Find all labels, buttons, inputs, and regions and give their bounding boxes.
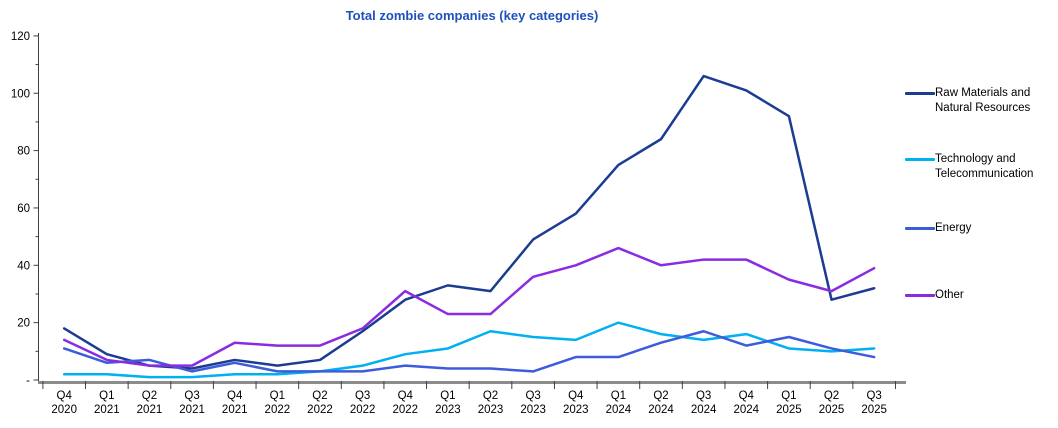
x-axis-category-label: Q4 2023 bbox=[563, 390, 589, 416]
x-axis-category-label: Q2 2022 bbox=[307, 390, 333, 416]
legend-label-technology: Technology and Telecommunication bbox=[935, 153, 1034, 180]
technology-line-swatch bbox=[905, 158, 935, 161]
y-axis-tick-label: 100 bbox=[11, 88, 30, 100]
x-axis-category-label: Q2 2021 bbox=[137, 390, 163, 416]
x-axis-category-label: Q3 2022 bbox=[350, 390, 376, 416]
x-axis-category-label: Q4 2021 bbox=[222, 390, 248, 416]
legend-label-other: Other bbox=[935, 289, 964, 301]
chart-legend: Raw Materials and Natural Resources Tech… bbox=[905, 0, 1058, 428]
x-axis-category-label: Q2 2025 bbox=[819, 390, 845, 416]
y-axis-tick-label: 20 bbox=[17, 318, 30, 330]
legend-label-energy: Energy bbox=[935, 222, 972, 234]
y-axis-tick-label: - bbox=[26, 375, 30, 387]
other-line-swatch bbox=[905, 294, 935, 297]
x-axis-category-label: Q1 2024 bbox=[606, 390, 632, 416]
x-axis-category-label: Q4 2024 bbox=[733, 390, 759, 416]
x-axis-category-label: Q4 2022 bbox=[392, 390, 418, 416]
x-axis-category-label: Q3 2024 bbox=[691, 390, 717, 416]
x-axis-category-label: Q1 2021 bbox=[94, 390, 120, 416]
x-axis-category-label: Q4 2020 bbox=[51, 390, 77, 416]
x-axis-category-label: Q2 2023 bbox=[478, 390, 504, 416]
energy-line-swatch bbox=[905, 227, 935, 230]
x-axis-category-label: Q1 2025 bbox=[776, 390, 802, 416]
y-axis-tick-label: 60 bbox=[17, 203, 30, 215]
legend-label-raw-materials: Raw Materials and Natural Resources bbox=[935, 87, 1031, 114]
x-axis-category-label: Q1 2023 bbox=[435, 390, 461, 416]
series-line-other bbox=[62, 246, 876, 367]
x-axis-category-label: Q2 2024 bbox=[648, 390, 674, 416]
legend-item-technology: Technology and Telecommunication bbox=[905, 152, 1057, 182]
series-line-energy bbox=[62, 330, 876, 373]
y-axis-tick-label: 80 bbox=[17, 146, 30, 158]
x-axis-category-label: Q3 2025 bbox=[861, 390, 887, 416]
legend-item-raw-materials: Raw Materials and Natural Resources bbox=[905, 86, 1057, 116]
legend-item-energy: Energy bbox=[905, 221, 1057, 236]
raw-materials-line-swatch bbox=[905, 92, 935, 95]
y-axis-tick-label: 40 bbox=[17, 260, 30, 272]
series-line-raw-materials-and-natural-resources bbox=[62, 74, 876, 370]
chart-title: Total zombie companies (key categories) bbox=[345, 8, 599, 23]
x-axis-category-label: Q1 2022 bbox=[265, 390, 291, 416]
series-line-technology-and-telecommunication bbox=[62, 321, 876, 379]
x-axis-category-label: Q3 2023 bbox=[520, 390, 546, 416]
legend-item-other: Other bbox=[905, 288, 1057, 303]
x-axis-category-label: Q3 2021 bbox=[179, 390, 205, 416]
y-axis-tick-label: 120 bbox=[11, 31, 30, 43]
